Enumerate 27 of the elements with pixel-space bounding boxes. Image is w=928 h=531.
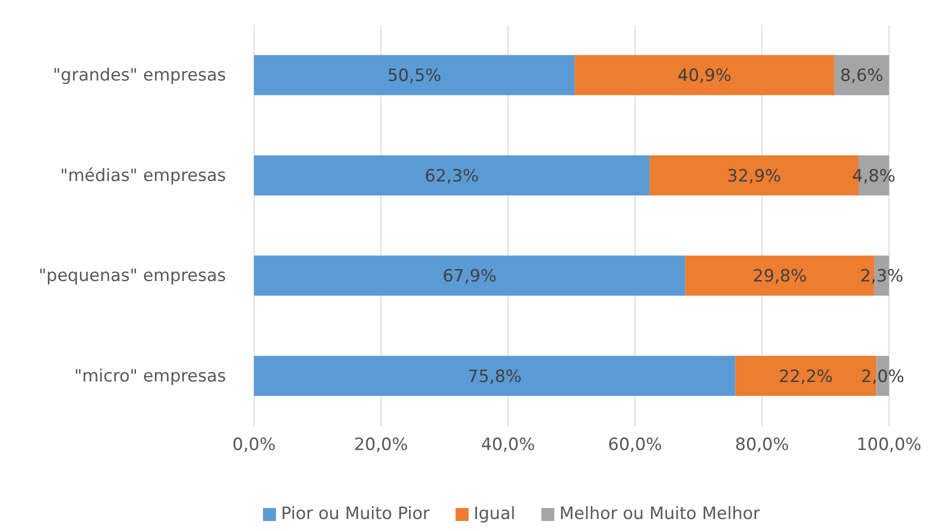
bar	[574, 55, 834, 96]
x-tick-label: 80,0%	[734, 435, 790, 456]
y-tick-label: "médias" empresas	[60, 166, 226, 186]
data-label: 8,6%	[840, 66, 884, 86]
bar	[254, 256, 686, 296]
legend-label: Melhor ou Muito Melhor	[559, 504, 760, 524]
bar	[254, 155, 650, 196]
data-label: 32,9%	[727, 166, 782, 186]
x-tick-label: 0,0%	[232, 435, 276, 456]
bar	[254, 55, 575, 96]
legend-label: Igual	[474, 504, 516, 524]
y-tick-label: "pequenas" empresas	[38, 266, 226, 286]
y-tick-label: "micro" empresas	[74, 366, 226, 386]
data-label: 29,8%	[752, 266, 807, 287]
x-tick-label: 100,0%	[856, 435, 922, 456]
data-label: 40,9%	[678, 66, 732, 86]
legend-label: Pior ou Muito Pior	[281, 504, 430, 524]
data-label: 22,2%	[778, 366, 833, 387]
bar	[254, 356, 736, 396]
x-tick-label: 60,0%	[608, 435, 662, 456]
data-label: 62,3%	[424, 166, 479, 186]
x-tick-label: 40,0%	[480, 435, 536, 456]
y-tick-label: "grandes" empresas	[52, 66, 226, 86]
data-label: 67,9%	[442, 266, 497, 287]
data-label: 75,8%	[468, 366, 522, 387]
x-tick-label: 20,0%	[354, 435, 408, 456]
data-label: 50,5%	[387, 66, 442, 86]
